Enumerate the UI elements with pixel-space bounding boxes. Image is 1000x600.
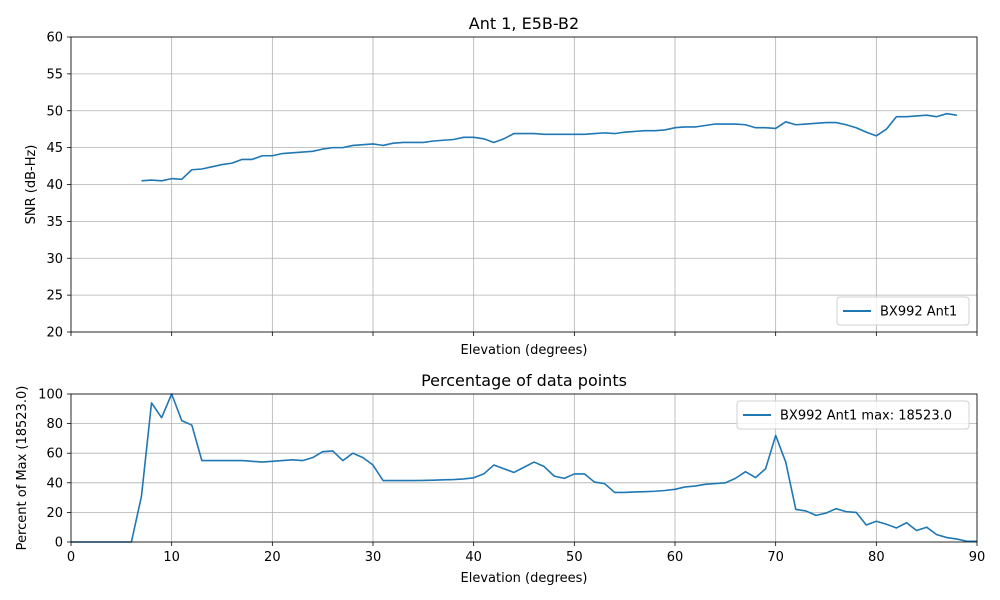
percentage-y-tick-label: 40 [46, 476, 63, 491]
snr-x-axis-label: Elevation (degrees) [461, 343, 588, 358]
snr-y-axis-label: SNR (dB-Hz) [24, 145, 39, 225]
snr-chart-title: Ant 1, E5B-B2 [469, 14, 579, 33]
snr-chart: 20 25 30 35 40 45 50 55 60 Ant 1, E5B-B2 Elevati… [24, 14, 978, 358]
percentage-legend-box [736, 400, 970, 430]
percentage-legend: BX992 Ant1 max: 18523.0 [736, 400, 970, 430]
percentage-series-line-0 [71, 393, 977, 543]
snr-y-tick-label: 45 [46, 141, 63, 156]
percentage-x-tick-label: 80 [868, 550, 885, 565]
snr-y-tick-label: 50 [46, 104, 63, 119]
percentage-x-tick-label: 90 [969, 550, 986, 565]
percentage-y-tick-label: 60 [46, 447, 63, 462]
snr-legend-label: BX992 Ant1 [880, 305, 957, 320]
percentage-x-tick-label: 50 [566, 550, 583, 565]
snr-y-tick-label: 60 [46, 31, 63, 46]
percentage-y-axis-label: Percent of Max (18523.0) [15, 386, 30, 551]
snr-y-tick-label: 35 [46, 215, 63, 230]
percentage-chart: 0 10 20 30 40 50 60 70 80 90 0 20 40 60 80 100 Percenta… [15, 371, 985, 586]
percentage-x-tick-label: 60 [667, 550, 684, 565]
snr-y-tick-label: 30 [46, 252, 63, 267]
percentage-x-axis-label: Elevation (degrees) [461, 571, 588, 586]
percentage-x-tick-label: 20 [264, 550, 281, 565]
snr-series-line-0 [141, 112, 957, 182]
snr-ticks: 20 25 30 35 40 45 50 55 60 [46, 31, 978, 341]
percentage-x-tick-label: 30 [365, 550, 382, 565]
snr-series [141, 112, 957, 182]
snr-legend-box [836, 296, 970, 326]
percentage-y-tick-label: 80 [46, 417, 63, 432]
percentage-y-tick-label: 0 [55, 536, 63, 551]
snr-grid [70, 36, 978, 333]
percentage-series [71, 393, 977, 543]
percentage-legend-label: BX992 Ant1 max: 18523.0 [780, 409, 952, 424]
snr-y-tick-label: 40 [46, 178, 63, 193]
percentage-chart-title: Percentage of data points [421, 371, 627, 390]
percentage-x-tick-label: 70 [767, 550, 784, 565]
percentage-y-tick-label: 100 [38, 388, 63, 403]
snr-y-tick-label: 55 [46, 67, 63, 82]
percentage-axes-frame [70, 393, 978, 543]
snr-y-tick-label: 25 [46, 289, 63, 304]
snr-y-tick-label: 20 [46, 326, 63, 341]
percentage-y-tick-label: 20 [46, 506, 63, 521]
snr-legend: BX992 Ant1 [836, 296, 970, 326]
percentage-ticks: 0 10 20 30 40 50 60 70 80 90 0 20 40 60 80 100 [38, 388, 985, 566]
percentage-x-tick-label: 10 [163, 550, 180, 565]
percentage-x-tick-label: 40 [465, 550, 482, 565]
percentage-x-tick-label: 0 [67, 550, 75, 565]
